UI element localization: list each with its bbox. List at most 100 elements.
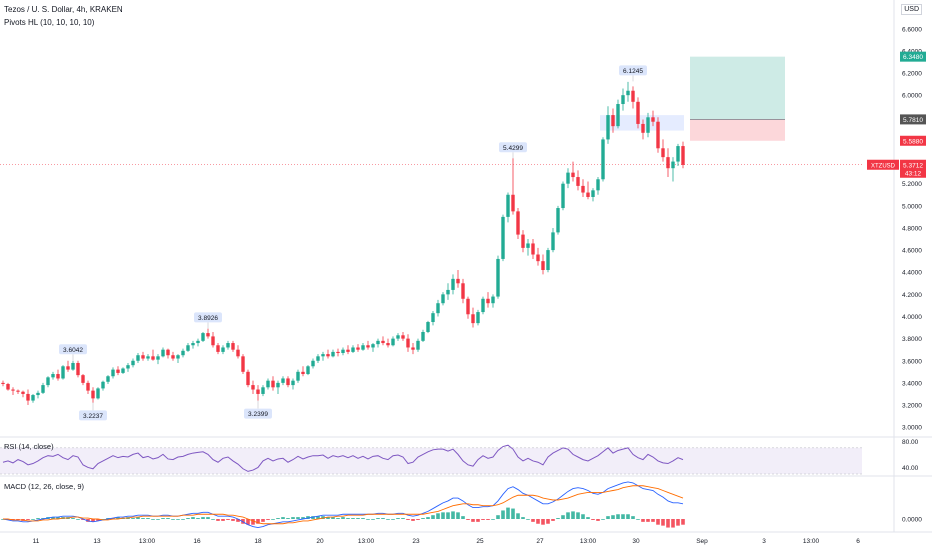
macd-histogram-bar <box>526 519 530 520</box>
macd-histogram-bar <box>271 519 275 520</box>
macd-histogram-bar <box>181 519 185 520</box>
macd-line <box>2 481 684 529</box>
candle-body <box>656 121 660 149</box>
currency-badge[interactable]: USD <box>901 4 922 15</box>
macd-histogram-bar <box>401 518 405 519</box>
candle-body <box>616 104 620 127</box>
y-tick-label: 6.0000 <box>902 93 922 100</box>
candle-body <box>556 208 560 233</box>
macd-histogram-bar <box>641 519 645 522</box>
candle-body <box>626 90 630 96</box>
macd-histogram-bar <box>131 518 135 519</box>
macd-histogram-bar <box>91 519 95 522</box>
y-tick-label: 4.2000 <box>902 292 922 299</box>
macd-histogram-bar <box>116 517 120 519</box>
candle-body <box>151 356 155 360</box>
macd-histogram-bar <box>531 519 535 522</box>
macd-histogram-bar <box>166 518 170 519</box>
macd-histogram-bar <box>71 518 75 519</box>
macd-histogram-bar <box>576 512 580 519</box>
macd-histogram-bar <box>551 519 555 521</box>
price-badge-label: 6.3480 <box>903 54 923 61</box>
y-tick-label: 4.8000 <box>902 225 922 232</box>
macd-histogram-bar <box>256 519 260 524</box>
candle-body <box>51 374 55 378</box>
candle-body <box>261 387 265 394</box>
candle-body <box>296 371 300 381</box>
candle-body <box>311 360 315 367</box>
macd-histogram-bar <box>226 519 230 520</box>
candle-body <box>246 371 250 386</box>
macd-histogram-bar <box>221 519 225 521</box>
macd-histogram-bar <box>441 512 445 519</box>
candle-body <box>176 355 180 359</box>
y-tick-label: 4.4000 <box>902 270 922 277</box>
price-badge-label: 5.7810 <box>903 117 923 124</box>
pivot-label: 6.1245 <box>623 68 643 75</box>
candle-body <box>241 356 245 372</box>
macd-histogram-bar <box>516 513 520 519</box>
macd-histogram-bar <box>416 519 420 520</box>
macd-histogram-bar <box>141 518 145 519</box>
candle-body <box>456 278 460 284</box>
pivot-label-box <box>244 408 272 419</box>
x-tick-label: 23 <box>412 538 420 545</box>
x-tick-label: 27 <box>536 538 544 545</box>
macd-histogram-bar <box>146 518 150 519</box>
macd-histogram-bar <box>496 515 500 519</box>
y-tick-label: 3.2000 <box>902 403 922 410</box>
candle-body <box>26 393 30 401</box>
macd-histogram-bar <box>501 510 505 519</box>
candle-body <box>451 278 455 290</box>
candle-body <box>201 333 205 341</box>
candle-body <box>661 148 665 158</box>
candle-body <box>641 123 645 133</box>
macd-histogram-bar <box>231 519 235 521</box>
candle-body <box>11 389 15 391</box>
macd-histogram-bar <box>121 518 125 519</box>
candle-body <box>541 261 545 271</box>
macd-histogram-bar <box>316 516 320 519</box>
candle-body <box>636 101 640 124</box>
macd-histogram-bar <box>661 519 665 526</box>
candle-body <box>166 349 170 356</box>
candle-body <box>156 356 160 360</box>
price-badge <box>900 51 926 62</box>
candle-body <box>576 177 580 186</box>
candle-body <box>266 380 270 388</box>
candle-body <box>291 380 295 386</box>
candle-body <box>211 336 215 346</box>
pivot-label-box <box>194 312 222 323</box>
candle-body <box>491 296 495 304</box>
candle-body <box>276 382 280 388</box>
rsi-tick-label: 40.00 <box>902 465 919 472</box>
macd-histogram-bar <box>411 519 415 521</box>
candle-body <box>416 340 420 350</box>
candle-body <box>96 388 100 399</box>
pivot-label: 3.2237 <box>83 413 103 420</box>
y-tick-label: 5.2000 <box>902 181 922 188</box>
candle-body <box>586 192 590 197</box>
current-price-badge <box>900 159 926 178</box>
macd-histogram-bar <box>106 518 110 519</box>
macd-histogram-bar <box>681 519 685 525</box>
macd-histogram-bar <box>111 518 115 519</box>
pivot-label: 3.2399 <box>248 411 268 418</box>
candle-body <box>361 345 365 350</box>
macd-histogram-bar <box>76 519 80 520</box>
x-tick-label: 16 <box>193 538 201 545</box>
candle-body <box>466 298 470 315</box>
candle-body <box>66 366 70 370</box>
candle-body <box>91 390 95 399</box>
y-tick-label: 4.0000 <box>902 314 922 321</box>
macd-histogram-bar <box>376 518 380 519</box>
candle-body <box>406 338 410 348</box>
y-tick-label: 6.6000 <box>902 26 922 33</box>
macd-histogram-bar <box>11 519 15 520</box>
macd-histogram-bar <box>201 517 205 519</box>
candle-body <box>76 362 80 376</box>
symbol-badge <box>867 159 899 170</box>
macd-histogram-bar <box>391 519 395 520</box>
candle-body <box>111 369 115 377</box>
